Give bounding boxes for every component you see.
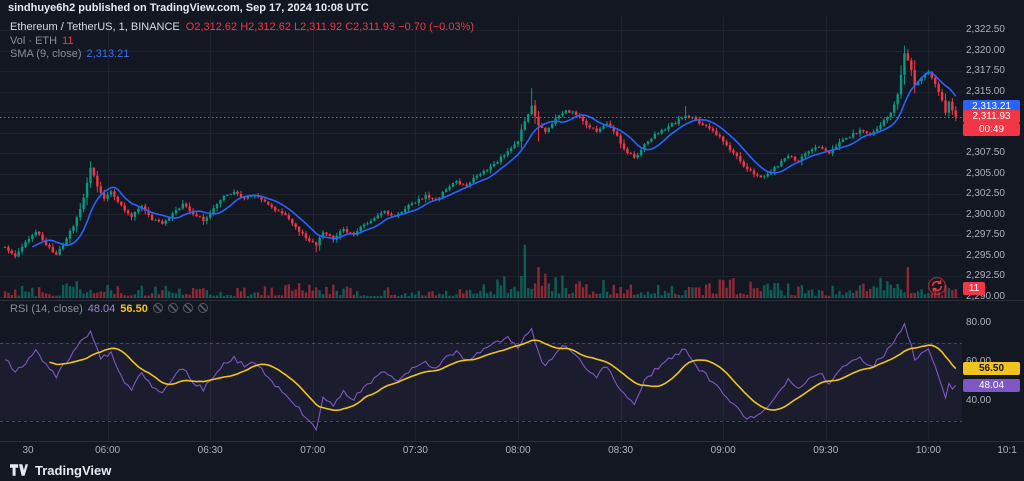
time-tick-label: 06:00 xyxy=(95,445,121,456)
no-data-circle-icon xyxy=(152,303,163,313)
rsi-tick-label: 40.00 xyxy=(966,395,992,406)
volume-indicator-label[interactable]: Vol · ETH xyxy=(10,34,58,47)
rsi-tick-label: 60.00 xyxy=(966,356,991,367)
ohlc-values: O2,312.62 H2,312.62 L2,311.92 C2,311.93 … xyxy=(185,21,475,33)
sma-price-badge: 2,313.21 xyxy=(963,99,1020,113)
rsi-value: 48.04 xyxy=(87,303,116,315)
publish-info-text: sindhuye6h2 published on TradingView.com… xyxy=(8,2,369,14)
time-tick-label: 10:1 xyxy=(997,445,1017,456)
time-tick-label: 08:30 xyxy=(608,445,634,456)
time-tick-label: 10:00 xyxy=(915,445,941,456)
symbol-title[interactable]: Ethereum / TetherUS, 1, BINANCE xyxy=(10,21,180,33)
time-tick-label: 08:00 xyxy=(505,445,531,456)
no-data-circle-icon xyxy=(167,303,178,313)
time-tick-label: 07:30 xyxy=(402,445,428,456)
time-tick-label: 09:00 xyxy=(710,445,736,456)
rsi-ma-badge: 56.50 xyxy=(963,362,1020,376)
price-tick-label: 2,290.00 xyxy=(966,290,1005,302)
price-tick-label: 2,317.50 xyxy=(966,65,1005,76)
bar-countdown-badge: 00:49 xyxy=(963,123,1020,137)
rsi-tick-label: 80.00 xyxy=(966,317,992,328)
price-tick-label: 2,292.50 xyxy=(966,270,1005,281)
tradingview-logo-icon[interactable] xyxy=(10,462,28,478)
sma-indicator-label[interactable]: SMA (9, close) xyxy=(10,48,82,60)
price-axis[interactable]: 2,322.502,320.002,317.502,315.002,312.50… xyxy=(962,17,1024,459)
rsi-badge: 48.04 xyxy=(963,378,1020,392)
rsi-ma-value: 56.50 xyxy=(120,303,148,315)
sma-value: 2,313.21 xyxy=(86,48,130,60)
price-tick-label: 2,315.00 xyxy=(966,85,1005,97)
volume-value: 11 xyxy=(62,34,74,47)
rsi-indicator-label[interactable]: RSI (14, close) xyxy=(10,303,83,315)
price-tick-label: 2,307.50 xyxy=(966,147,1005,158)
price-tick-label: 2,320.00 xyxy=(966,44,1005,56)
price-tick-label: 2,295.00 xyxy=(966,249,1005,261)
time-axis[interactable]: 30 06:00 06:30 07:00 07:30 08:00 08:30 09:00 09:… xyxy=(0,441,1024,459)
time-tick-label: 30 xyxy=(22,445,34,456)
price-tick-label: 2,300.00 xyxy=(966,208,1005,220)
publish-info-bar: sindhuye6h2 published on TradingView.com… xyxy=(0,0,1024,17)
price-tick-label: 2,297.50 xyxy=(966,229,1005,240)
last-price-badge: 2,311.93 xyxy=(963,110,1020,124)
time-tick-label: 06:30 xyxy=(197,445,223,456)
main-chart-legend: Ethereum / TetherUS, 1, BINANCE O2,312.62… xyxy=(10,21,474,62)
volume-badge: 11 xyxy=(963,282,985,296)
time-tick-label: 09:30 xyxy=(813,445,839,456)
no-data-circle-icon xyxy=(182,303,193,313)
refresh-icon[interactable] xyxy=(927,276,947,296)
rsi-indicator-legend: RSI (14, close) 48.04 56.50 xyxy=(10,303,208,315)
no-data-circle-icon xyxy=(197,303,208,313)
tradingview-wordmark[interactable]: TradingView xyxy=(35,462,112,478)
time-tick-label: 07:00 xyxy=(300,445,326,456)
price-tick-label: 2,305.00 xyxy=(966,167,1005,179)
price-tick-label: 2,302.50 xyxy=(966,188,1005,199)
price-tick-label: 2,322.50 xyxy=(966,24,1005,35)
footer-bar: TradingView xyxy=(0,459,1024,481)
